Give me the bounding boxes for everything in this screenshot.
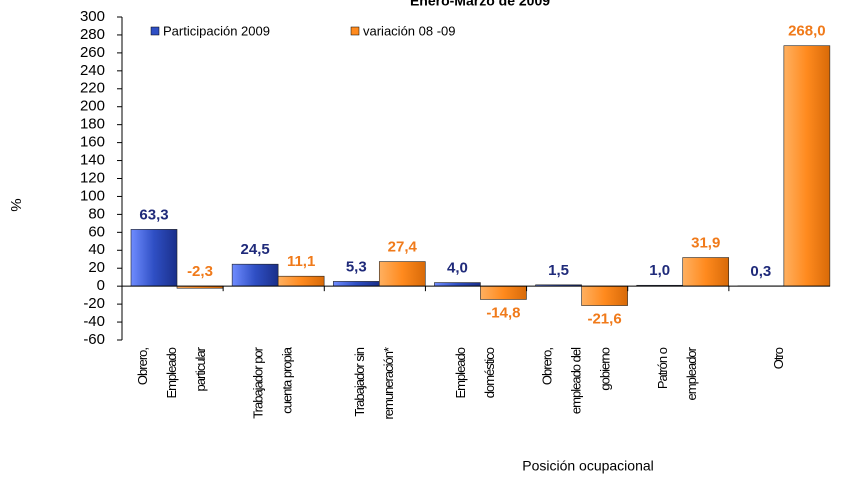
- y-tick-label: 200: [80, 98, 105, 115]
- bar: [581, 285, 628, 306]
- x-tick-label: gobierno: [598, 347, 613, 390]
- x-tick-label: Empleado: [164, 347, 179, 398]
- value-label: -2,3: [187, 263, 213, 280]
- y-tick-label: 180: [80, 116, 105, 133]
- y-tick-label: -20: [83, 295, 105, 312]
- bar: [783, 45, 831, 287]
- x-tick-label: empleado del: [569, 347, 584, 414]
- bar: [277, 275, 325, 287]
- y-tick-label: -40: [83, 313, 105, 330]
- legend-label: Participación 2009: [163, 23, 270, 38]
- x-tick-label: particular: [193, 346, 208, 391]
- y-axis-title: %: [7, 198, 24, 211]
- y-tick-label: 280: [80, 26, 105, 43]
- value-label: 1,5: [548, 262, 569, 279]
- value-label: 63,3: [139, 206, 168, 223]
- y-tick-label: 220: [80, 80, 105, 97]
- y-tick-label: 300: [80, 8, 105, 25]
- legend-swatch: [150, 26, 160, 36]
- y-tick-label: 80: [88, 205, 105, 222]
- bar: [130, 229, 178, 287]
- value-label: 31,9: [691, 235, 720, 252]
- value-label: 11,1: [287, 253, 315, 270]
- x-tick-label: Empleado: [453, 347, 468, 398]
- y-tick-label: 20: [88, 259, 105, 276]
- bar: [480, 285, 527, 300]
- y-tick-label: 120: [80, 169, 105, 186]
- x-tick-label: remuneración*: [381, 347, 396, 419]
- bar: [682, 257, 730, 287]
- x-tick-label: Obrero,: [540, 348, 555, 385]
- x-axis-title: Posición ocupacional: [522, 458, 654, 474]
- value-label: 5,3: [346, 258, 367, 275]
- x-tick-label: Otro: [771, 347, 786, 369]
- x-tick-label: Trabajador por: [251, 346, 266, 418]
- x-tick-label: doméstico: [482, 347, 497, 398]
- x-tick-label: Trabajador sin: [352, 347, 367, 416]
- bar: [332, 281, 380, 287]
- value-label: 27,4: [388, 239, 418, 256]
- x-tick-label: Obrero,: [135, 348, 150, 385]
- y-tick-label: 100: [80, 187, 105, 204]
- legend-label: variación 08 -09: [363, 23, 456, 38]
- value-label: 24,5: [241, 241, 270, 258]
- x-tick-label: empleador: [684, 346, 699, 400]
- y-tick-label: 0: [97, 277, 105, 294]
- chart-title: Enero-Marzo de 2009: [410, 0, 550, 9]
- value-label: 268,0: [788, 23, 826, 40]
- y-tick-label: 40: [88, 241, 105, 258]
- y-tick-label: 260: [80, 44, 105, 61]
- legend-swatch: [350, 26, 360, 36]
- y-tick-label: -60: [83, 331, 105, 348]
- value-label: -21,6: [587, 311, 621, 328]
- x-tick-label: Patrón o: [655, 347, 670, 389]
- x-tick-label: cuenta propia: [280, 346, 295, 414]
- y-tick-label: 140: [80, 152, 105, 169]
- y-tick-label: 240: [80, 62, 105, 79]
- value-label: 4,0: [447, 260, 468, 277]
- y-tick-label: 60: [88, 223, 105, 240]
- value-label: 0,3: [750, 263, 771, 280]
- bar: [378, 261, 426, 287]
- bar: [231, 263, 279, 287]
- bar: [434, 282, 481, 287]
- value-label: 1,0: [649, 262, 670, 279]
- y-tick-label: 160: [80, 134, 105, 151]
- value-label: -14,8: [486, 304, 520, 321]
